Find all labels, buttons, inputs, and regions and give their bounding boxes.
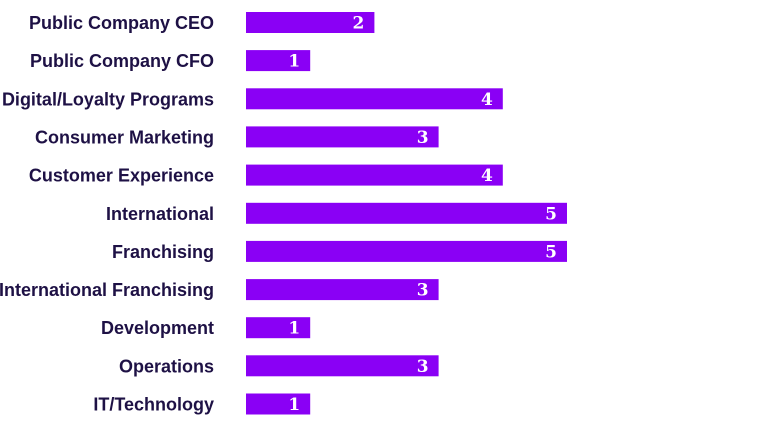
category-labels-group: Public Company CEO Public Company CFO Digi… — [0, 13, 214, 415]
value-label-customer-experience: 4 — [481, 166, 493, 186]
bar-operations — [246, 355, 439, 377]
value-labels-group: 2 1 4 3 4 5 5 3 1 3 1 — [288, 14, 557, 416]
value-label-international: 5 — [545, 204, 557, 224]
value-label-international-franchising: 3 — [417, 281, 429, 301]
category-label-international-franchising: International Franchising — [0, 280, 214, 300]
value-label-it-technology: 1 — [288, 395, 300, 415]
category-label-customer-experience: Customer Experience — [29, 166, 214, 186]
category-label-international: International — [106, 204, 214, 224]
category-label-operations: Operations — [119, 356, 214, 376]
value-label-development: 1 — [288, 319, 300, 339]
category-label-public-company-cfo: Public Company CFO — [30, 51, 214, 71]
bar-consumer-marketing — [246, 126, 439, 148]
bars-group — [246, 12, 567, 415]
category-label-consumer-marketing: Consumer Marketing — [35, 127, 214, 147]
bar-public-company-ceo — [246, 12, 375, 33]
value-label-operations: 3 — [417, 357, 429, 377]
value-label-public-company-ceo: 2 — [353, 14, 365, 34]
bar-development — [246, 317, 311, 339]
category-label-public-company-ceo: Public Company CEO — [29, 13, 214, 33]
bar-franchising — [246, 240, 567, 262]
value-label-public-company-cfo: 1 — [288, 52, 300, 72]
bar-customer-experience — [246, 164, 503, 186]
category-label-franchising: Franchising — [112, 242, 214, 262]
bar-international-franchising — [246, 279, 439, 301]
bar-digital-loyalty-programs — [246, 88, 503, 110]
value-label-digital-loyalty-programs: 4 — [481, 90, 493, 110]
bar-international — [246, 202, 567, 224]
bar-it-technology — [246, 393, 311, 415]
bar-public-company-cfo — [246, 50, 311, 72]
category-label-it-technology: IT/Technology — [93, 395, 214, 415]
value-label-consumer-marketing: 3 — [417, 128, 429, 148]
category-label-development: Development — [101, 318, 214, 338]
value-label-franchising: 5 — [545, 242, 557, 262]
category-label-digital-loyalty-programs: Digital/Loyalty Programs — [2, 89, 214, 109]
